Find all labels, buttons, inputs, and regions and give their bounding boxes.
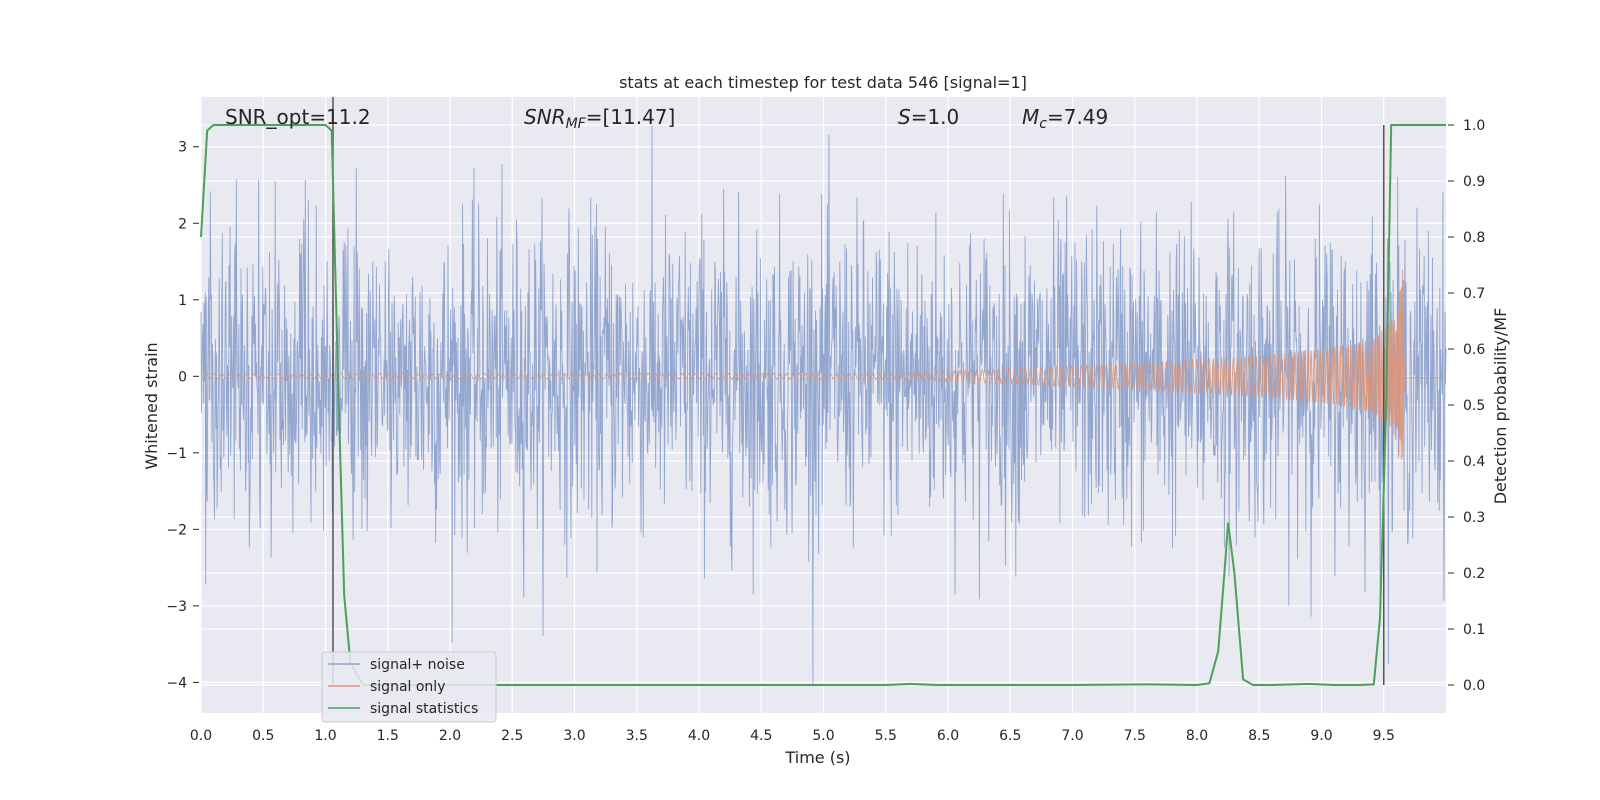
s-symbol: S — [898, 105, 911, 129]
y-tick-label-7: 3 — [178, 140, 187, 156]
y-tick-label-1: −3 — [166, 599, 187, 615]
legend-label-signal-statistics: signal statistics — [370, 701, 478, 717]
snr-mf-subscript: MF — [566, 116, 587, 132]
signal-statistics-line — [200, 124, 1446, 687]
mc-value: =7.49 — [1047, 105, 1108, 129]
y2-tick-label-1: 0.1 — [1463, 622, 1485, 638]
y-axis-label: Whitened strain — [142, 342, 161, 469]
x-tick-label-6: 3.0 — [563, 728, 585, 744]
x-tick-label-8: 4.0 — [688, 728, 710, 744]
legend-label-signal-noise: signal+ noise — [370, 657, 465, 673]
y2-axis-label: Detection probability/MF — [1491, 308, 1510, 505]
y2-tick-label-6: 0.6 — [1463, 342, 1485, 358]
signal-only-line — [200, 269, 1446, 461]
annotation-mc: Mc=7.49 — [1022, 105, 1108, 132]
y2-tick-label-7: 0.7 — [1463, 286, 1485, 302]
y-tick-label-4: 0 — [178, 369, 187, 385]
x-tick-label-10: 5.0 — [812, 728, 834, 744]
x-axis-label: Time (s) — [784, 748, 850, 767]
x-tick-label-5: 2.5 — [501, 728, 523, 744]
y2-tick-label-9: 0.9 — [1463, 174, 1485, 190]
x-tick-label-12: 6.0 — [937, 728, 959, 744]
x-tick-label-13: 6.5 — [999, 728, 1021, 744]
y2-tick-label-4: 0.4 — [1463, 454, 1485, 470]
annotation-s: S=1.0 — [898, 105, 959, 129]
x-tick-label-14: 7.0 — [1061, 728, 1083, 744]
y-tick-label-0: −4 — [166, 675, 187, 691]
y2-tick-label-0: 0.0 — [1463, 678, 1485, 694]
y-axis-ticks: −4 −3 −2 −1 0 1 2 3 — [166, 140, 199, 691]
x-tick-label-15: 7.5 — [1124, 728, 1146, 744]
y2-tick-label-5: 0.5 — [1463, 398, 1485, 414]
x-tick-label-0: 0.0 — [190, 728, 212, 744]
legend-box — [321, 651, 497, 723]
x-tick-label-19: 9.5 — [1373, 728, 1395, 744]
x-axis-ticks: 0.0 0.5 1.0 1.5 2.0 2.5 3.0 3.5 4.0 4.5 5.0 5.5 6.0 6… — [190, 728, 1395, 744]
x-tick-label-1: 0.5 — [252, 728, 274, 744]
x-tick-label-7: 3.5 — [626, 728, 648, 744]
y2-tick-label-8: 0.8 — [1463, 230, 1485, 246]
x-tick-label-4: 2.0 — [439, 728, 461, 744]
mc-subscript: c — [1039, 116, 1047, 132]
annotation-snr-opt: SNR_opt=11.2 — [225, 105, 371, 129]
x-tick-label-18: 9.0 — [1310, 728, 1332, 744]
y-tick-label-5: 1 — [178, 293, 187, 309]
y-tick-label-2: −2 — [166, 522, 187, 538]
mc-symbol: M — [1022, 105, 1039, 129]
snr-mf-symbol: SNR — [524, 105, 566, 129]
chart-title: stats at each timestep for test data 546… — [619, 73, 1027, 92]
series-signal-only — [200, 269, 1446, 461]
series-signal-statistics — [200, 124, 1446, 687]
y2-tick-label-10: 1.0 — [1463, 118, 1485, 134]
x-tick-label-11: 5.5 — [875, 728, 897, 744]
legend-label-signal-only: signal only — [370, 679, 445, 695]
snr-mf-value: =[11.47] — [586, 105, 676, 129]
y-tick-label-6: 2 — [178, 216, 187, 232]
y-tick-label-3: −1 — [166, 446, 187, 462]
legend: signal+ noise signal only signal statist… — [321, 651, 497, 723]
s-value: =1.0 — [911, 105, 960, 129]
x-tick-label-17: 8.5 — [1248, 728, 1270, 744]
annotation-snr-mf: SNRMF=[11.47] — [524, 105, 675, 132]
y2-axis-ticks: 0.0 0.1 0.2 0.3 0.4 0.5 0.6 0.7 0.8 0.9 1.0 — [1448, 118, 1485, 694]
y2-tick-label-3: 0.3 — [1463, 510, 1485, 526]
x-tick-label-3: 1.5 — [377, 728, 399, 744]
x-tick-label-16: 8.0 — [1186, 728, 1208, 744]
x-tick-label-2: 1.0 — [314, 728, 336, 744]
x-tick-label-9: 4.5 — [750, 728, 772, 744]
y2-tick-label-2: 0.2 — [1463, 566, 1485, 582]
